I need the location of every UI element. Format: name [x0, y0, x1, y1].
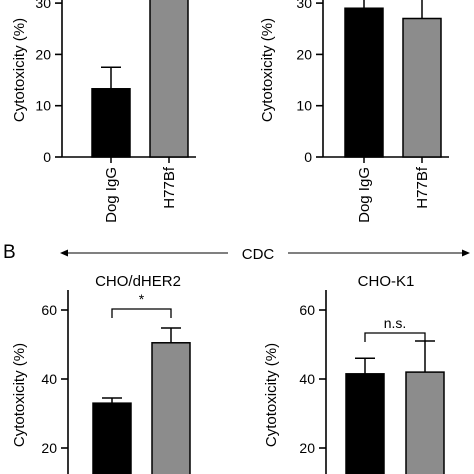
panel4-y-tick-label: 60 [299, 302, 315, 318]
panel4-significance-label: n.s. [384, 315, 407, 331]
panel4-y-tick-label: 20 [299, 440, 315, 456]
panel2-y-tick-label: 10 [296, 98, 312, 114]
cdc-arrow-right-head [462, 249, 470, 257]
panel3-y-tick-label: 40 [41, 371, 57, 387]
panel3-y-axis-label: Cytotoxicity (%) [11, 343, 28, 447]
panel1-category-label: H77Bf [161, 166, 178, 209]
panel4-title: CHO-K1 [358, 273, 415, 290]
panel2-bar [402, 17, 442, 158]
section-label-b: B [3, 242, 16, 263]
panel2-y-tick-label: 20 [296, 46, 312, 62]
cdc-label: CDC [242, 246, 275, 263]
panel2-y-axis-label: Cytotoxicity (%) [259, 18, 276, 122]
panel1-y-tick-label: 10 [35, 98, 51, 114]
panel2-bar [344, 7, 384, 158]
panel3-significance-bracket [111, 308, 172, 318]
panel1-y-tick-label: 0 [43, 149, 51, 165]
panel1-y-tick-label: 20 [35, 46, 51, 62]
panel4-bar [345, 373, 385, 474]
panel2-category-label: H77Bf [414, 166, 431, 209]
panel4-y-axis-label: Cytotoxicity (%) [263, 343, 280, 447]
panel3-y-tick-label: 20 [41, 440, 57, 456]
panel1-y-tick-label: 30 [35, 0, 51, 11]
panel3-y-tick-label: 60 [41, 302, 57, 318]
panel1-category-label: Dog IgG [103, 167, 120, 223]
cdc-arrow-left-head [60, 249, 68, 257]
panel3-bar [151, 342, 191, 474]
panel3-significance-label: * [139, 291, 145, 307]
panel4-y-tick-label: 40 [299, 371, 315, 387]
panel4-significance-bracket [364, 332, 426, 342]
panel4-bar [405, 371, 445, 474]
panel1-bar [149, 0, 189, 158]
panel3-bar [92, 402, 132, 474]
panel1-y-axis-label: Cytotoxicity (%) [11, 18, 28, 122]
panel2-y-tick-label: 0 [304, 149, 312, 165]
panel2-y-tick-label: 30 [296, 0, 312, 11]
panel3-title: CHO/dHER2 [95, 273, 181, 290]
panel2-category-label: Dog IgG [356, 167, 373, 223]
panel1-bar [91, 88, 131, 158]
